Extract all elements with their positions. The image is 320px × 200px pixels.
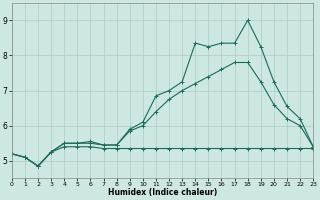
X-axis label: Humidex (Indice chaleur): Humidex (Indice chaleur) (108, 188, 217, 197)
